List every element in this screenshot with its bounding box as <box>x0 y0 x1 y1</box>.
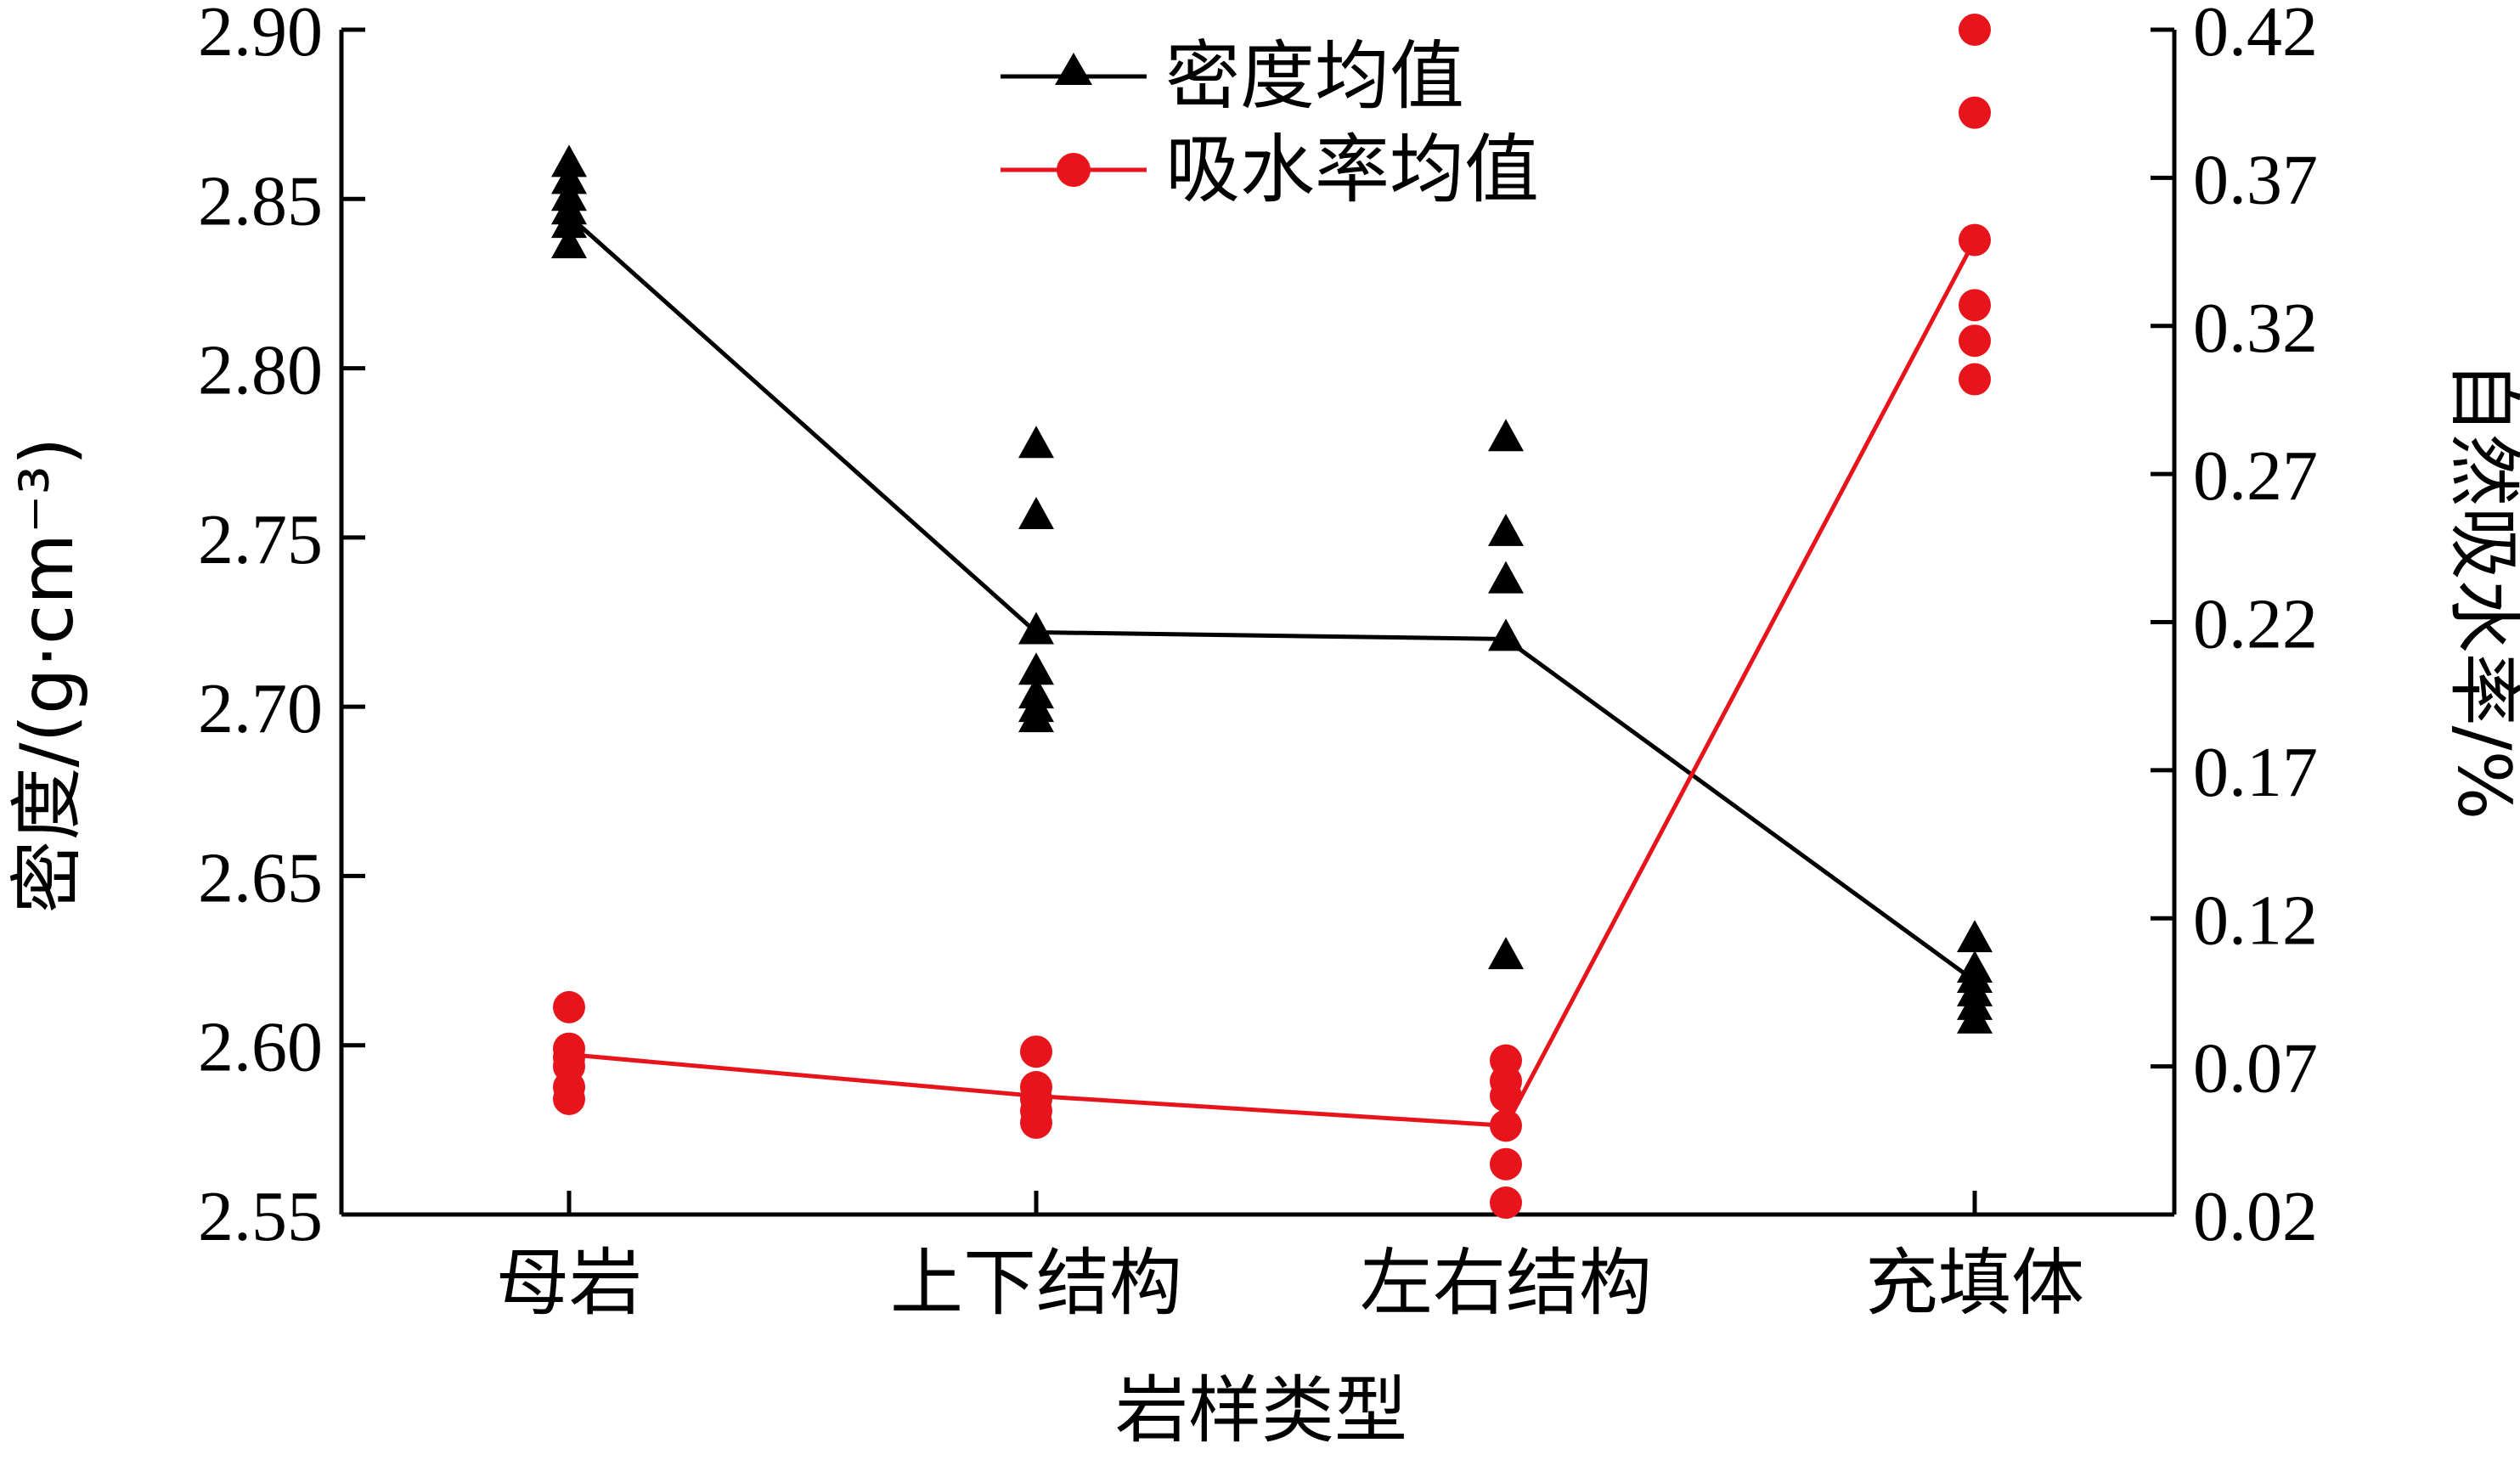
legend: 密度均值 吸水率均值 <box>1001 32 1539 213</box>
x-tick-label: 充填体 <box>1865 1241 2084 1326</box>
y-left-tick-label: 2.55 <box>198 1177 323 1256</box>
density-point <box>551 144 587 178</box>
y-right-tick-label: 0.12 <box>2193 881 2318 960</box>
density-point <box>1488 618 1524 651</box>
density-point <box>1488 419 1524 452</box>
ticks-layer: 2.55 2.60 2.65 2.70 2.75 2.80 2.85 2.90 0.02 0.07… <box>198 0 2318 1326</box>
density-point <box>1018 612 1054 645</box>
density-point <box>1018 496 1054 529</box>
y-right-tick-label: 0.32 <box>2193 289 2318 368</box>
absorption-point <box>553 990 585 1023</box>
density-point <box>1488 513 1524 546</box>
density-point <box>551 226 587 259</box>
y-left-tick-label: 2.75 <box>198 500 323 579</box>
absorption-point <box>1490 1186 1522 1220</box>
absorption-point <box>1959 363 1991 396</box>
density-point <box>1018 426 1054 459</box>
legend-label-absorption: 吸水率均值 <box>1165 126 1539 213</box>
density-point <box>1018 652 1054 685</box>
y-right-tick-label: 0.07 <box>2193 1029 2318 1108</box>
density-point <box>1957 1000 1993 1034</box>
absorption-point <box>1490 1109 1522 1142</box>
y-left-tick-label: 2.90 <box>198 0 323 71</box>
y-left-tick-label: 2.85 <box>198 161 323 240</box>
y-right-tick-label: 0.37 <box>2193 140 2318 219</box>
y-right-tick-label: 0.42 <box>2193 0 2318 71</box>
density-mean-line <box>567 214 1976 983</box>
y-right-tick-label: 0.27 <box>2193 437 2318 516</box>
density-point <box>551 206 587 239</box>
x-tick-label: 上下结构 <box>890 1241 1182 1326</box>
absorption-point <box>1490 1147 1522 1181</box>
legend-marker-density <box>1055 53 1092 85</box>
legend-marker-absorption <box>1057 153 1091 187</box>
y-right-tick-label: 0.02 <box>2193 1177 2318 1256</box>
y-left-tick-label: 2.70 <box>198 669 323 748</box>
density-point <box>1488 561 1524 594</box>
x-axis-title: 岩样类型 <box>1115 1368 1407 1453</box>
y-right-tick-label: 0.22 <box>2193 585 2318 664</box>
absorption-point <box>1959 96 1991 129</box>
density-point <box>1018 700 1054 733</box>
absorption-point <box>553 1082 585 1115</box>
absorption-point <box>1959 223 1991 256</box>
absorption-point <box>1020 1035 1052 1068</box>
x-tick-label: 左右结构 <box>1360 1241 1652 1326</box>
absorption-point <box>1959 289 1991 322</box>
y-left-tick-label: 2.65 <box>198 838 323 917</box>
absorption-point <box>1020 1106 1052 1139</box>
y-right-tick-label: 0.17 <box>2193 733 2318 812</box>
absorption-point <box>1490 1079 1522 1113</box>
legend-label-density: 密度均值 <box>1165 32 1464 120</box>
density-point <box>551 161 587 194</box>
y-axis-right-title: 自然吸水率/% <box>2441 361 2520 820</box>
absorption-point <box>1959 324 1991 358</box>
series-layer <box>551 14 1993 1220</box>
y-left-tick-label: 2.80 <box>198 331 323 410</box>
absorption-mean-line <box>568 239 1977 1128</box>
y-axis-left-title: 密度/(g·cm⁻³) <box>5 437 90 914</box>
density-point <box>1488 937 1524 970</box>
y-left-tick-label: 2.60 <box>198 1008 323 1087</box>
density-point <box>1957 920 1993 953</box>
absorption-point <box>1959 14 1991 46</box>
x-tick-label: 母岩 <box>496 1241 642 1326</box>
